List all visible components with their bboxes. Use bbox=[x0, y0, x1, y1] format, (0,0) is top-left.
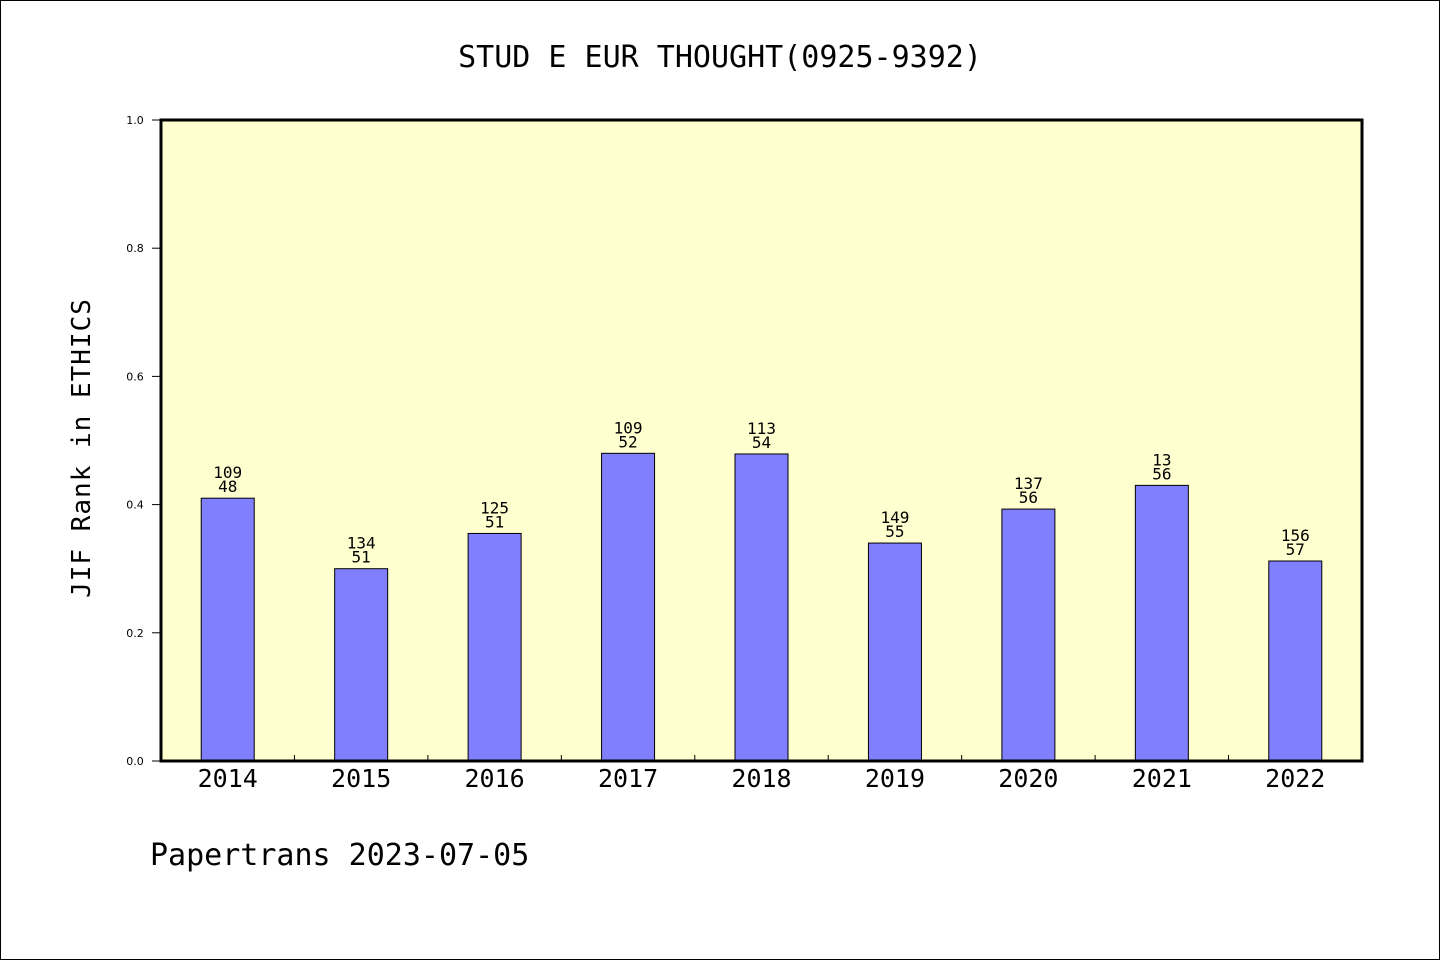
bar-label-bottom: 54 bbox=[752, 433, 771, 452]
bar bbox=[467, 532, 522, 762]
bar-label-top: 13 bbox=[1152, 450, 1171, 469]
footer-text: Papertrans 2023-07-05 bbox=[150, 838, 529, 873]
x-tick-label: 2015 bbox=[331, 764, 391, 793]
bar-label-top: 109 bbox=[213, 463, 242, 482]
bar-label-bottom: 55 bbox=[885, 522, 904, 541]
x-axis: 2014 2015 2016 2017 2018 2019 2020 2021 2022 bbox=[198, 755, 1325, 793]
bar-label-top: 149 bbox=[880, 508, 909, 527]
bar bbox=[1268, 560, 1323, 762]
x-tick-label: 2018 bbox=[731, 764, 791, 793]
x-tick-label: 2022 bbox=[1265, 764, 1325, 793]
bar-label-bottom: 57 bbox=[1286, 540, 1305, 559]
y-axis-label: JIF Rank in ETHICS bbox=[67, 298, 97, 598]
bar-label-top: 137 bbox=[1014, 474, 1043, 493]
y-tick-label: 0.8 bbox=[126, 242, 144, 255]
bar-label-top: 125 bbox=[480, 498, 509, 517]
x-tick-label: 2020 bbox=[998, 764, 1058, 793]
x-tick-label: 2017 bbox=[598, 764, 658, 793]
bar bbox=[734, 453, 789, 762]
x-tick-label: 2021 bbox=[1132, 764, 1192, 793]
y-axis: 0.0 0.2 0.4 0.6 0.8 1.0 bbox=[126, 114, 161, 768]
y-tick-label: 0.0 bbox=[126, 755, 144, 768]
bar-label-top: 113 bbox=[747, 419, 776, 438]
x-tick-label: 2014 bbox=[198, 764, 258, 793]
bar-label-top: 109 bbox=[614, 418, 643, 437]
bar bbox=[200, 497, 255, 762]
bar-label-top: 156 bbox=[1281, 526, 1310, 545]
x-tick-label: 2019 bbox=[865, 764, 925, 793]
bar bbox=[334, 568, 389, 762]
y-tick-label: 0.2 bbox=[126, 627, 144, 640]
x-tick-label: 2016 bbox=[465, 764, 525, 793]
bar bbox=[867, 542, 922, 762]
bar-label-bottom: 51 bbox=[352, 548, 371, 567]
y-tick-label: 1.0 bbox=[126, 114, 144, 127]
bars: 1094813451125511095211354149551375613561… bbox=[200, 418, 1323, 762]
bar-label-bottom: 56 bbox=[1019, 488, 1038, 507]
bar bbox=[1001, 508, 1056, 762]
chart-title: STUD E EUR THOUGHT(0925-9392) bbox=[458, 40, 982, 75]
y-tick-label: 0.6 bbox=[126, 370, 144, 383]
bar-label-top: 134 bbox=[347, 534, 376, 553]
bar-label-bottom: 51 bbox=[485, 512, 504, 531]
y-tick-label: 0.4 bbox=[126, 499, 144, 512]
plot-border bbox=[159, 118, 1364, 763]
bar bbox=[601, 452, 656, 762]
bar-label-bottom: 56 bbox=[1152, 464, 1171, 483]
bar-label-bottom: 52 bbox=[618, 432, 637, 451]
bar-label-bottom: 48 bbox=[218, 477, 237, 496]
bar bbox=[1134, 484, 1189, 762]
